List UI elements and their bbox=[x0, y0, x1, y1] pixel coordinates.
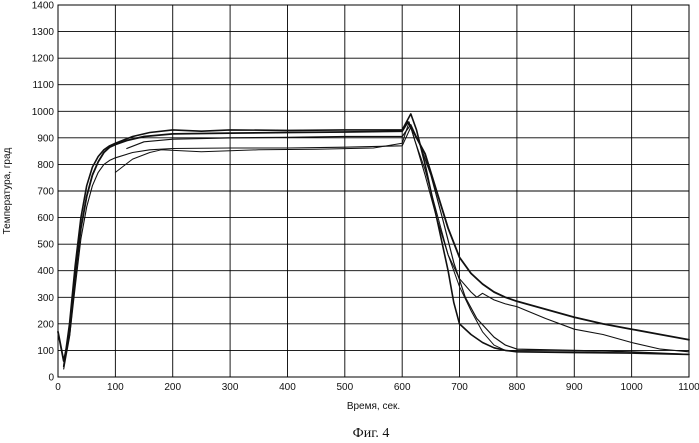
y-tick-label: 900 bbox=[37, 133, 54, 144]
series-line-1 bbox=[58, 122, 689, 361]
y-tick-label: 300 bbox=[37, 293, 54, 304]
series-layer bbox=[58, 114, 689, 369]
figure-caption: Фиг. 4 bbox=[353, 426, 390, 441]
x-tick-label: 800 bbox=[509, 382, 526, 393]
y-tick-label: 600 bbox=[37, 213, 54, 224]
series-line-4 bbox=[115, 122, 631, 353]
x-axis-label: Время, сек. bbox=[347, 401, 400, 412]
x-tick-label: 1000 bbox=[621, 382, 644, 393]
y-tick-label: 1000 bbox=[32, 107, 55, 118]
x-tick-labels: 0 100 200 300 400 500 600 700 800 900 1000 1100 bbox=[55, 382, 699, 393]
x-tick-label: 900 bbox=[566, 382, 583, 393]
y-tick-label: 400 bbox=[37, 266, 54, 277]
y-axis-label: Температура, град bbox=[2, 147, 13, 234]
x-tick-label: 700 bbox=[451, 382, 468, 393]
x-tick-label: 300 bbox=[222, 382, 239, 393]
y-tick-label: 200 bbox=[37, 319, 54, 330]
y-tick-label: 1300 bbox=[32, 27, 55, 38]
y-tick-label: 800 bbox=[37, 160, 54, 171]
x-tick-label: 1100 bbox=[678, 382, 699, 393]
y-tick-label: 1200 bbox=[32, 54, 55, 65]
series-line-2 bbox=[64, 114, 689, 367]
x-tick-label: 600 bbox=[394, 382, 411, 393]
y-tick-label: 500 bbox=[37, 240, 54, 251]
x-tick-label: 500 bbox=[336, 382, 353, 393]
y-tick-labels: 0 100 200 300 400 500 600 700 800 900 1000 1100 1200… bbox=[32, 1, 55, 384]
y-tick-label: 1400 bbox=[32, 1, 55, 12]
y-tick-label: 700 bbox=[37, 187, 54, 198]
x-tick-label: 400 bbox=[279, 382, 296, 393]
y-tick-label: 1100 bbox=[32, 80, 54, 91]
x-tick-label: 100 bbox=[107, 382, 124, 393]
y-tick-label: 100 bbox=[37, 346, 54, 357]
x-tick-label: 0 bbox=[55, 382, 61, 393]
x-tick-label: 200 bbox=[164, 382, 181, 393]
series-line-5 bbox=[127, 125, 689, 355]
y-tick-label: 0 bbox=[48, 373, 54, 384]
series-line-3 bbox=[64, 127, 689, 369]
